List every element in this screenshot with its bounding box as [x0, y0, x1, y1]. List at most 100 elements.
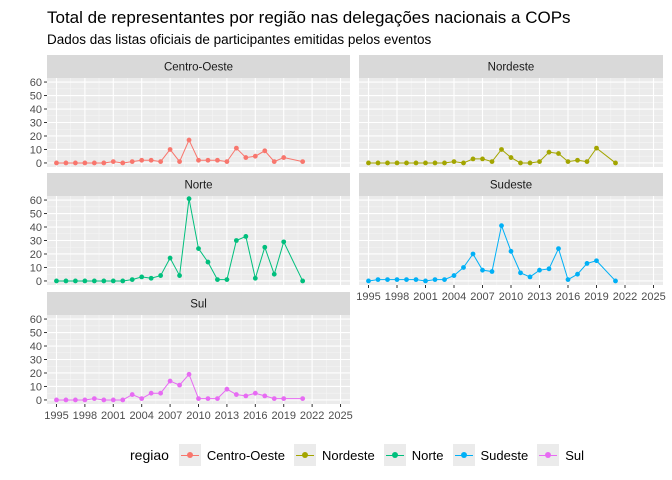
data-point [82, 397, 88, 403]
data-point [243, 393, 249, 399]
chart-title: Total de representantes por região nas d… [47, 8, 571, 27]
data-point [215, 277, 220, 283]
data-point [480, 156, 485, 162]
legend-key [537, 444, 560, 466]
y-tick-label: 40 [30, 222, 42, 234]
x-tick-label: 2019 [271, 410, 295, 422]
data-point [537, 267, 542, 273]
data-point [413, 277, 419, 283]
data-point [262, 244, 268, 250]
data-point [139, 157, 145, 163]
data-point [158, 390, 164, 396]
data-point [499, 147, 504, 152]
data-point [252, 275, 258, 281]
data-point [262, 148, 268, 154]
x-tick-label: 2013 [527, 291, 551, 303]
data-point [271, 271, 277, 277]
data-point [546, 266, 552, 272]
y-tick-label: 50 [30, 328, 42, 340]
data-point [423, 278, 428, 284]
data-point [366, 160, 371, 166]
data-point [139, 396, 145, 402]
data-point [101, 278, 107, 284]
x-tick-label: 2001 [413, 291, 437, 303]
legend-item-nordeste: Nordeste [293, 444, 375, 466]
data-point [224, 159, 230, 165]
data-point [196, 396, 201, 402]
legend-label: Sul [565, 447, 585, 463]
data-point [375, 277, 381, 283]
data-point [584, 261, 590, 266]
data-point [177, 382, 182, 388]
data-point [432, 160, 438, 166]
legend: regiao Centro-Oeste Nordeste Norte Sudeste S… [130, 444, 593, 466]
data-point [565, 277, 571, 283]
data-point [129, 277, 135, 283]
data-point [527, 274, 533, 280]
data-point [158, 159, 164, 165]
data-point [110, 159, 116, 165]
data-point [82, 278, 88, 284]
x-tick-label: 2022 [613, 291, 637, 303]
y-tick-label: 60 [30, 195, 42, 207]
data-point [148, 157, 154, 163]
x-tick-label: 2016 [243, 410, 267, 422]
y-tick-label: 60 [30, 77, 42, 89]
facet-label: Centro-Oeste [164, 62, 233, 74]
data-point [404, 160, 409, 166]
data-point [518, 160, 523, 166]
data-point [167, 378, 173, 384]
data-point [54, 278, 59, 284]
data-point [556, 246, 561, 251]
data-point [537, 159, 542, 165]
data-point [110, 397, 116, 403]
facet-label: Nordeste [488, 62, 535, 74]
data-point [101, 397, 107, 403]
data-point [281, 155, 287, 160]
x-tick-label: 1995 [44, 410, 68, 422]
data-point [300, 396, 306, 402]
data-point [546, 149, 552, 155]
x-tick-label: 2004 [129, 410, 153, 422]
data-point [613, 278, 618, 284]
y-tick-label: 60 [30, 314, 42, 326]
data-point [148, 390, 154, 396]
x-tick-label: 1995 [356, 291, 380, 303]
legend-key [452, 444, 475, 466]
data-point [91, 278, 97, 284]
data-point [215, 157, 220, 163]
data-point [205, 157, 211, 163]
x-tick-label: 2025 [328, 410, 352, 422]
data-point [480, 267, 485, 273]
facet-label: Sul [190, 299, 207, 311]
data-point [54, 160, 59, 166]
legend-label: Centro-Oeste [206, 447, 285, 463]
data-point [91, 160, 97, 166]
y-tick-label: 30 [30, 118, 42, 130]
chart-subtitle: Dados das listas oficiais de participant… [47, 32, 432, 47]
legend-item-sudeste: Sudeste [452, 444, 529, 466]
data-point [262, 393, 268, 399]
data-point [499, 223, 504, 229]
y-tick-label: 50 [30, 209, 42, 221]
data-point [233, 392, 239, 397]
y-tick-label: 20 [30, 368, 42, 380]
data-point [54, 397, 59, 403]
data-point [271, 159, 277, 165]
data-point [148, 275, 154, 281]
data-point [186, 371, 192, 377]
y-tick-label: 10 [30, 262, 42, 274]
data-point [461, 265, 466, 270]
data-point [129, 159, 135, 165]
legend-label: Sudeste [480, 447, 529, 463]
y-tick-label: 30 [30, 355, 42, 367]
data-point [556, 151, 561, 156]
data-point [470, 156, 476, 162]
x-tick-label: 2016 [556, 291, 580, 303]
data-point [375, 160, 381, 166]
data-point [252, 153, 258, 159]
x-tick-label: 2010 [186, 410, 210, 422]
y-tick-label: 30 [30, 236, 42, 248]
